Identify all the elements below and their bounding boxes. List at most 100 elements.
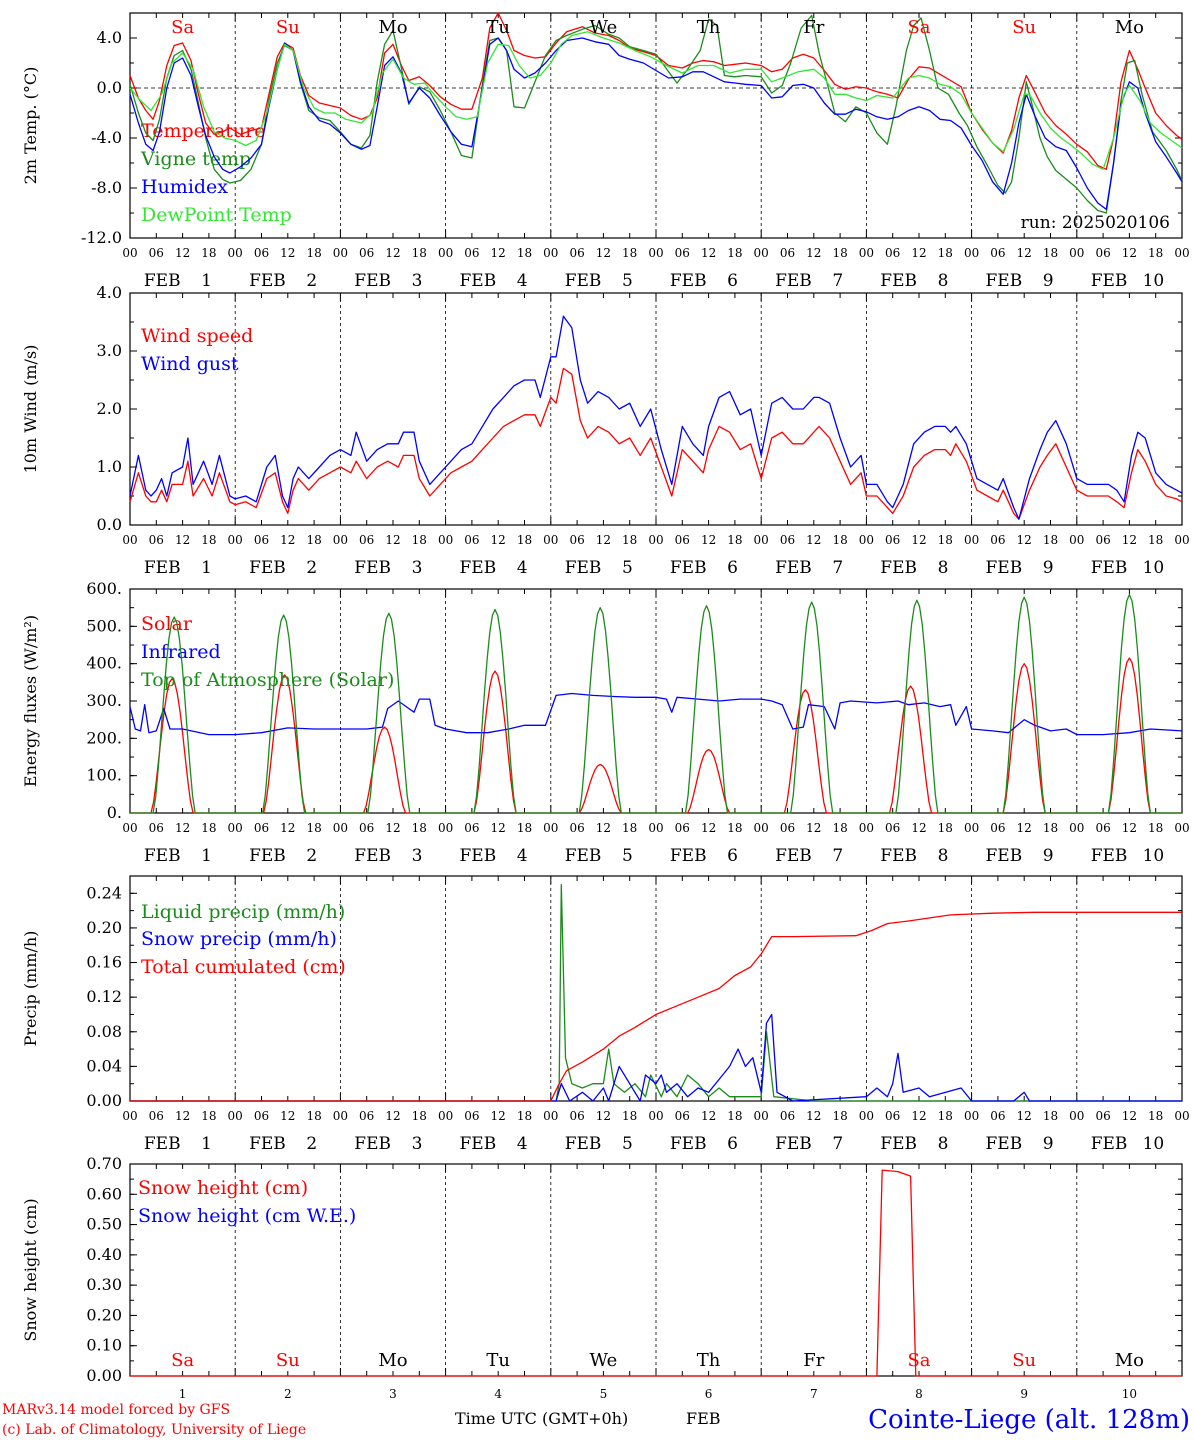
weekday-label: We xyxy=(590,17,618,38)
x-day-label: 6 xyxy=(727,558,738,578)
y-tick-label: 0.0 xyxy=(97,515,122,534)
x-hour-label: 18 xyxy=(1043,821,1058,835)
x-hour-label: 12 xyxy=(911,821,926,835)
x-month-label: FEB xyxy=(459,846,496,866)
x-month-label: FEB xyxy=(354,1134,391,1154)
x-day-label: 7 xyxy=(832,846,843,866)
lab-credit: (c) Lab. of Climatology, University of L… xyxy=(2,1422,306,1438)
weekday-label: Sa xyxy=(907,1350,930,1371)
x-hour-label: 06 xyxy=(675,246,690,260)
y-axis-label: Snow height (cm) xyxy=(21,1198,40,1341)
x-month-label: FEB xyxy=(144,846,181,866)
x-hour-label: 06 xyxy=(885,246,900,260)
x-month-label: FEB xyxy=(670,558,707,578)
x-hour-label: 12 xyxy=(806,1109,821,1123)
x-hour-label: 18 xyxy=(832,246,847,260)
x-month-label: FEB xyxy=(144,558,181,578)
x-day-label: 5 xyxy=(622,558,633,578)
x-hour-label: 06 xyxy=(885,533,900,547)
y-axis-label: Energy fluxes (W/m²) xyxy=(21,615,40,787)
x-hour-label: 00 xyxy=(228,246,243,260)
y-tick-label: 0.30 xyxy=(86,1275,122,1294)
x-day-label: 8 xyxy=(938,846,949,866)
x-hour-label: 18 xyxy=(938,821,953,835)
legend-entry: Total cumulated (cm) xyxy=(141,956,346,978)
x-month-label: FEB xyxy=(144,1134,181,1154)
x-month-label: FEB xyxy=(775,271,812,291)
weekday-label: Mo xyxy=(1115,17,1144,38)
x-hour-label: 12 xyxy=(1017,533,1032,547)
panel-2: 0.0 1.0 2.0 3.0 4.0 10m Wind (m/s) Wind speed W… xyxy=(21,283,1190,578)
x-hour-label: 18 xyxy=(938,1109,953,1123)
x-day-label: 8 xyxy=(915,1387,923,1401)
series-line-dewpoint-temp xyxy=(129,31,1183,170)
x-hour-label: 12 xyxy=(596,1109,611,1123)
series-line-snow-height-cm xyxy=(130,1169,1182,1377)
x-month-label: FEB xyxy=(880,271,917,291)
x-month-label: FEB xyxy=(1091,846,1128,866)
x-day-label: 10 xyxy=(1143,846,1165,866)
x-hour-label: 18 xyxy=(1148,246,1163,260)
x-month-label: FEB xyxy=(775,558,812,578)
y-tick-label: -8.0 xyxy=(91,178,122,197)
x-hour-label: 00 xyxy=(543,821,558,835)
x-hour-label: 00 xyxy=(964,246,979,260)
legend-entry: Top of Atmosphere (Solar) xyxy=(141,669,394,691)
x-hour-label: 06 xyxy=(149,246,164,260)
x-hour-label: 18 xyxy=(201,533,216,547)
x-hour-label: 00 xyxy=(543,246,558,260)
x-month-label: FEB xyxy=(880,846,917,866)
x-day-label: 10 xyxy=(1143,558,1165,578)
x-hour-label: 00 xyxy=(333,246,348,260)
x-month-label: FEB xyxy=(354,846,391,866)
x-day-label: 9 xyxy=(1020,1387,1028,1401)
x-hour-label: 12 xyxy=(701,821,716,835)
x-hour-label: 06 xyxy=(569,246,584,260)
x-day-label: 10 xyxy=(1143,1134,1165,1154)
x-hour-label: 18 xyxy=(517,821,532,835)
x-day-label: 9 xyxy=(1043,1134,1054,1154)
series-line-total-cumulated-cm xyxy=(130,911,1182,1102)
x-day-label: 2 xyxy=(284,1387,292,1401)
x-hour-label: 12 xyxy=(806,246,821,260)
x-month-label: FEB xyxy=(565,1134,602,1154)
x-day-label: 3 xyxy=(412,846,423,866)
x-hour-label: 18 xyxy=(727,246,742,260)
x-day-label: 3 xyxy=(412,558,423,578)
x-day-label: 6 xyxy=(727,846,738,866)
x-month-label: FEB xyxy=(775,1134,812,1154)
y-tick-label: 0.08 xyxy=(86,1022,122,1041)
x-month-label: FEB xyxy=(985,271,1022,291)
x-hour-label: 00 xyxy=(122,821,137,835)
x-hour-label: 18 xyxy=(938,533,953,547)
x-day-label: 9 xyxy=(1043,271,1054,291)
x-hour-label: 12 xyxy=(491,1109,506,1123)
x-day-label: 3 xyxy=(389,1387,397,1401)
x-hour-label: 00 xyxy=(438,821,453,835)
x-hour-label: 06 xyxy=(149,1109,164,1123)
x-month-label: FEB xyxy=(670,846,707,866)
x-month-label: FEB xyxy=(985,846,1022,866)
legend-entry: Wind speed xyxy=(141,325,253,347)
x-day-label: 1 xyxy=(201,846,212,866)
x-month-label: FEB xyxy=(670,1134,707,1154)
x-hour-label: 06 xyxy=(464,821,479,835)
x-hour-label: 18 xyxy=(622,821,637,835)
x-month-label: FEB xyxy=(565,271,602,291)
x-hour-label: 12 xyxy=(1122,533,1137,547)
x-hour-label: 18 xyxy=(306,821,321,835)
x-hour-label: 06 xyxy=(254,1109,269,1123)
y-tick-label: 300. xyxy=(86,691,122,710)
x-hour-label: 06 xyxy=(990,821,1005,835)
station-label: Cointe-Liege (alt. 128m) xyxy=(868,1405,1190,1435)
y-tick-label: 3.0 xyxy=(97,341,122,360)
x-hour-label: 18 xyxy=(832,533,847,547)
weekday-label: Tu xyxy=(486,17,510,38)
x-hour-label: 06 xyxy=(675,821,690,835)
x-month-label: FEB xyxy=(985,558,1022,578)
x-hour-label: 00 xyxy=(648,246,663,260)
legend-entry: Humidex xyxy=(141,176,228,198)
x-hour-label: 06 xyxy=(569,821,584,835)
x-hour-label: 18 xyxy=(832,1109,847,1123)
x-month-label: FEB xyxy=(249,1134,286,1154)
